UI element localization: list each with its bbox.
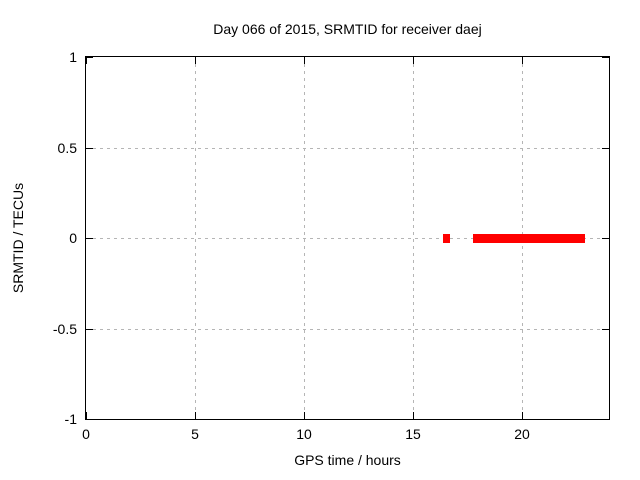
y-tick-label: 1 [69,49,77,65]
chart-title: Day 066 of 2015, SRMTID for receiver dae… [213,21,482,37]
y-tick-right [602,419,609,420]
x-tick-label: 15 [405,426,421,442]
y-tick-left [86,148,93,149]
x-tick-bottom [413,412,414,419]
x-tick-label: 10 [296,426,312,442]
x-tick-top [86,57,87,64]
y-tick-left [86,419,93,420]
y-tick-right [602,57,609,58]
y-tick-label: -0.5 [52,321,77,337]
y-gridline [86,329,609,330]
x-tick-bottom [522,412,523,419]
x-tick-label: 5 [191,426,199,442]
y-tick-label: -1 [64,411,77,427]
x-tick-top [522,57,523,64]
x-tick-bottom [195,412,196,419]
x-tick-top [195,57,196,64]
data-segment [443,234,450,243]
plot-area [85,56,610,420]
y-tick-right [602,148,609,149]
x-tick-bottom [304,412,305,419]
x-axis-label: GPS time / hours [294,452,401,468]
y-tick-left [86,57,93,58]
x-tick-bottom [86,412,87,419]
y-tick-left [86,329,93,330]
y-tick-left [86,238,93,239]
x-tick-top [413,57,414,64]
y-gridline [86,148,609,149]
x-tick-label: 20 [514,426,530,442]
y-tick-right [602,329,609,330]
y-gridline [86,238,609,239]
x-tick-label: 0 [82,426,90,442]
y-tick-label: 0 [69,230,77,246]
y-tick-right [602,238,609,239]
y-tick-label: 0.5 [57,140,77,156]
x-tick-top [304,57,305,64]
data-segment [473,234,585,243]
